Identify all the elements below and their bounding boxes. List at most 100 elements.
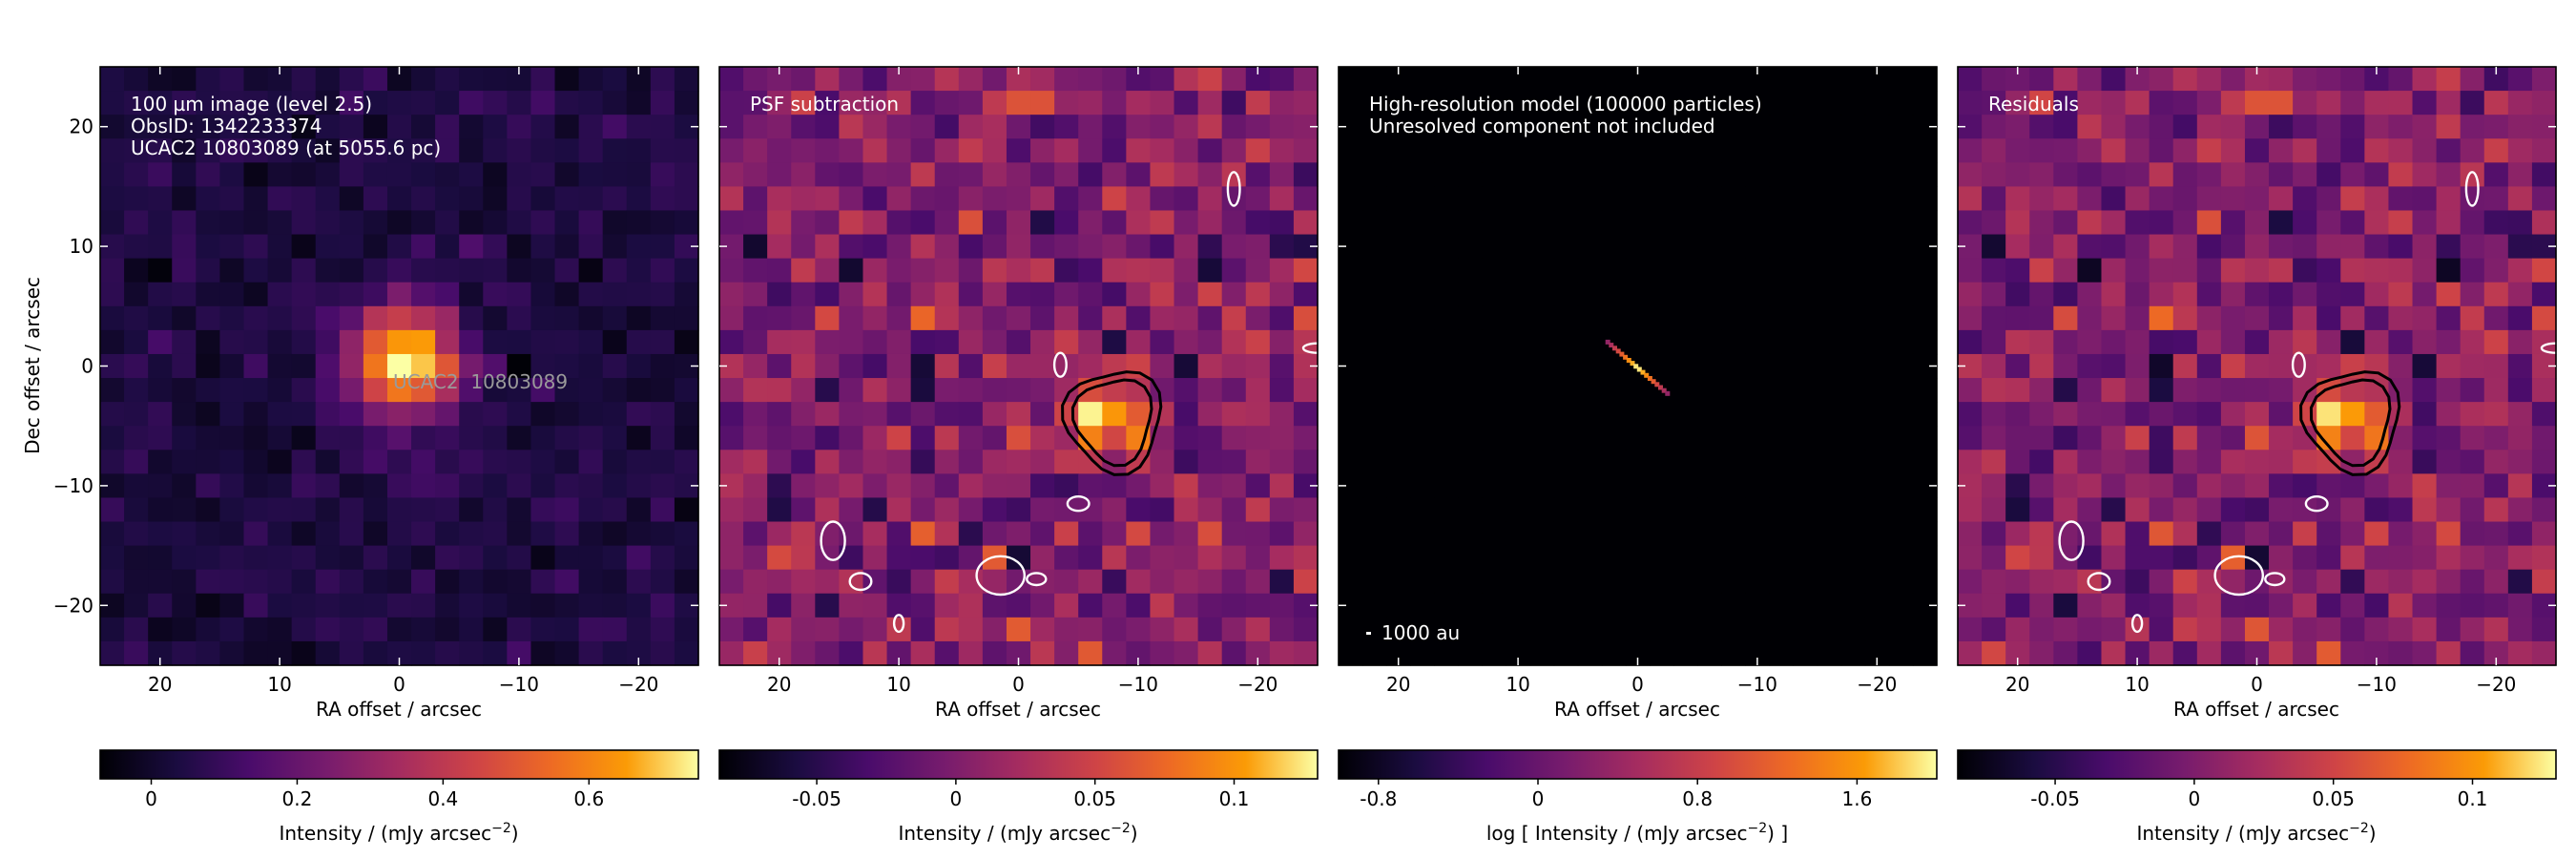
- pixel: [1553, 450, 1579, 474]
- pixel: [2316, 473, 2341, 499]
- pixel: [2483, 545, 2509, 571]
- pixel: [2244, 329, 2270, 355]
- pixel: [386, 569, 412, 595]
- pixel: [839, 640, 864, 666]
- pixel: [339, 569, 364, 595]
- pixel: [934, 91, 960, 115]
- pixel: [1721, 305, 1746, 331]
- disc-particle: [1605, 339, 1610, 345]
- pixel: [767, 210, 792, 236]
- pixel: [2149, 67, 2174, 92]
- pixel: [1150, 210, 1175, 236]
- pixel: [1339, 91, 1363, 115]
- pixel: [219, 450, 245, 474]
- disc-particle: [1633, 364, 1639, 369]
- pixel: [1888, 569, 1914, 595]
- pixel: [411, 258, 436, 283]
- pixel: [1150, 473, 1175, 499]
- pixel: [886, 402, 912, 427]
- pixel: [767, 402, 792, 427]
- pixel: [2316, 402, 2341, 427]
- pixel: [1529, 545, 1555, 571]
- pixel: [1721, 473, 1746, 499]
- pixel: [1673, 473, 1698, 499]
- pixel: [1673, 593, 1698, 618]
- pixel: [791, 593, 816, 618]
- pixel: [1745, 497, 1771, 523]
- pixel: [934, 450, 960, 474]
- pixel: [219, 138, 245, 163]
- pixel: [1817, 402, 1842, 427]
- scale-bar: [1366, 632, 1371, 635]
- pixel: [626, 353, 652, 379]
- pixel: [2220, 210, 2246, 236]
- pixel: [219, 282, 245, 307]
- pixel: [982, 617, 1008, 642]
- pixel: [2364, 115, 2390, 139]
- pixel: [1434, 305, 1459, 331]
- pixel: [2293, 210, 2317, 236]
- pixel: [1174, 617, 1199, 642]
- pixel: [815, 378, 840, 403]
- contour-line: [820, 520, 846, 561]
- pixel: [2196, 426, 2222, 450]
- pixel: [1506, 569, 1531, 595]
- pixel: [2412, 402, 2438, 427]
- pixel: [626, 593, 652, 618]
- pixel: [2053, 497, 2078, 523]
- pixel: [1174, 282, 1199, 307]
- pixel: [2460, 115, 2485, 139]
- pixel: [1625, 305, 1651, 331]
- pixel: [650, 67, 675, 92]
- pixel: [2436, 473, 2462, 499]
- pixel: [2220, 329, 2246, 355]
- pixel: [1386, 497, 1411, 523]
- pixel: [743, 282, 768, 307]
- pixel: [339, 138, 364, 163]
- colorbar-image-ticks: 0 0.2 0.4 0.6: [145, 779, 604, 810]
- pixel: [1078, 282, 1103, 307]
- pixel: [172, 258, 197, 283]
- pixel: [719, 305, 744, 331]
- pixel: [578, 640, 604, 666]
- pixel: [172, 162, 197, 187]
- pixel: [2460, 450, 2485, 474]
- pixel: [1625, 593, 1651, 618]
- panel-model: 20 10 0 −10 −20 High-resolution model (10000…: [1338, 66, 1938, 721]
- pixel: [2244, 497, 2270, 523]
- pixel: [1793, 210, 1818, 236]
- pixel: [1793, 569, 1818, 595]
- pixel: [767, 234, 792, 260]
- pixel: [435, 640, 460, 666]
- pixel: [2101, 282, 2127, 307]
- pixel: [1673, 402, 1698, 427]
- pixel: [1650, 569, 1674, 595]
- pixel: [315, 569, 341, 595]
- disc-particle: [1647, 376, 1652, 381]
- pixel: [1386, 569, 1411, 595]
- pixel: [1102, 282, 1127, 307]
- pixel: [1339, 258, 1363, 283]
- pixel: [435, 473, 460, 499]
- pixel: [602, 617, 628, 642]
- pixel: [2460, 329, 2485, 355]
- pixel: [2196, 353, 2222, 379]
- pixel: [219, 402, 245, 427]
- pixel: [982, 186, 1008, 212]
- pixel: [124, 545, 149, 571]
- pixel: [2364, 329, 2390, 355]
- pixel: [1221, 473, 1247, 499]
- pixel: [1434, 162, 1459, 187]
- pixel: [1553, 426, 1579, 450]
- pixel: [1650, 593, 1674, 618]
- disc-particle: [1644, 372, 1650, 378]
- pixel: [1745, 258, 1771, 283]
- pixel: [291, 593, 317, 618]
- pixel: [674, 210, 699, 236]
- pixel: [1458, 329, 1484, 355]
- pixel: [291, 67, 317, 92]
- pixel: [2436, 234, 2462, 260]
- pixel: [767, 473, 792, 499]
- pixel: [1888, 329, 1914, 355]
- pixel: [650, 617, 675, 642]
